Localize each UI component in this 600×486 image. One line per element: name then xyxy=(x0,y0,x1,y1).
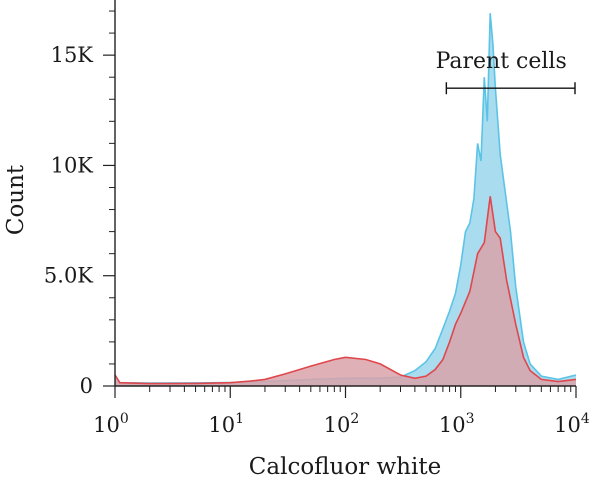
series-layer xyxy=(114,13,577,386)
x-tick-label: 103 xyxy=(439,411,475,437)
gate-layer: Parent cells xyxy=(436,49,576,95)
y-tick-label: 10K xyxy=(51,153,94,177)
x-tick-label: 101 xyxy=(208,411,244,437)
series-line-2 xyxy=(114,196,577,385)
x-tick-label: 100 xyxy=(93,411,129,437)
gate-label: Parent cells xyxy=(436,49,567,74)
y-axis-title: Count xyxy=(3,164,29,235)
y-tick-label: 5.0K xyxy=(44,264,93,288)
x-tick-label: 104 xyxy=(554,411,590,437)
series-area-2 xyxy=(115,196,576,386)
y-tick-label: 15K xyxy=(51,43,94,67)
x-axis-title: Calcofluor white xyxy=(249,454,441,480)
x-tick-label: 102 xyxy=(324,411,360,437)
axes-layer: 100 101 102 103 104 0 5.0K 10K 15K xyxy=(44,0,590,437)
series-area-1 xyxy=(115,13,576,386)
y-tick-label: 0 xyxy=(80,374,93,398)
